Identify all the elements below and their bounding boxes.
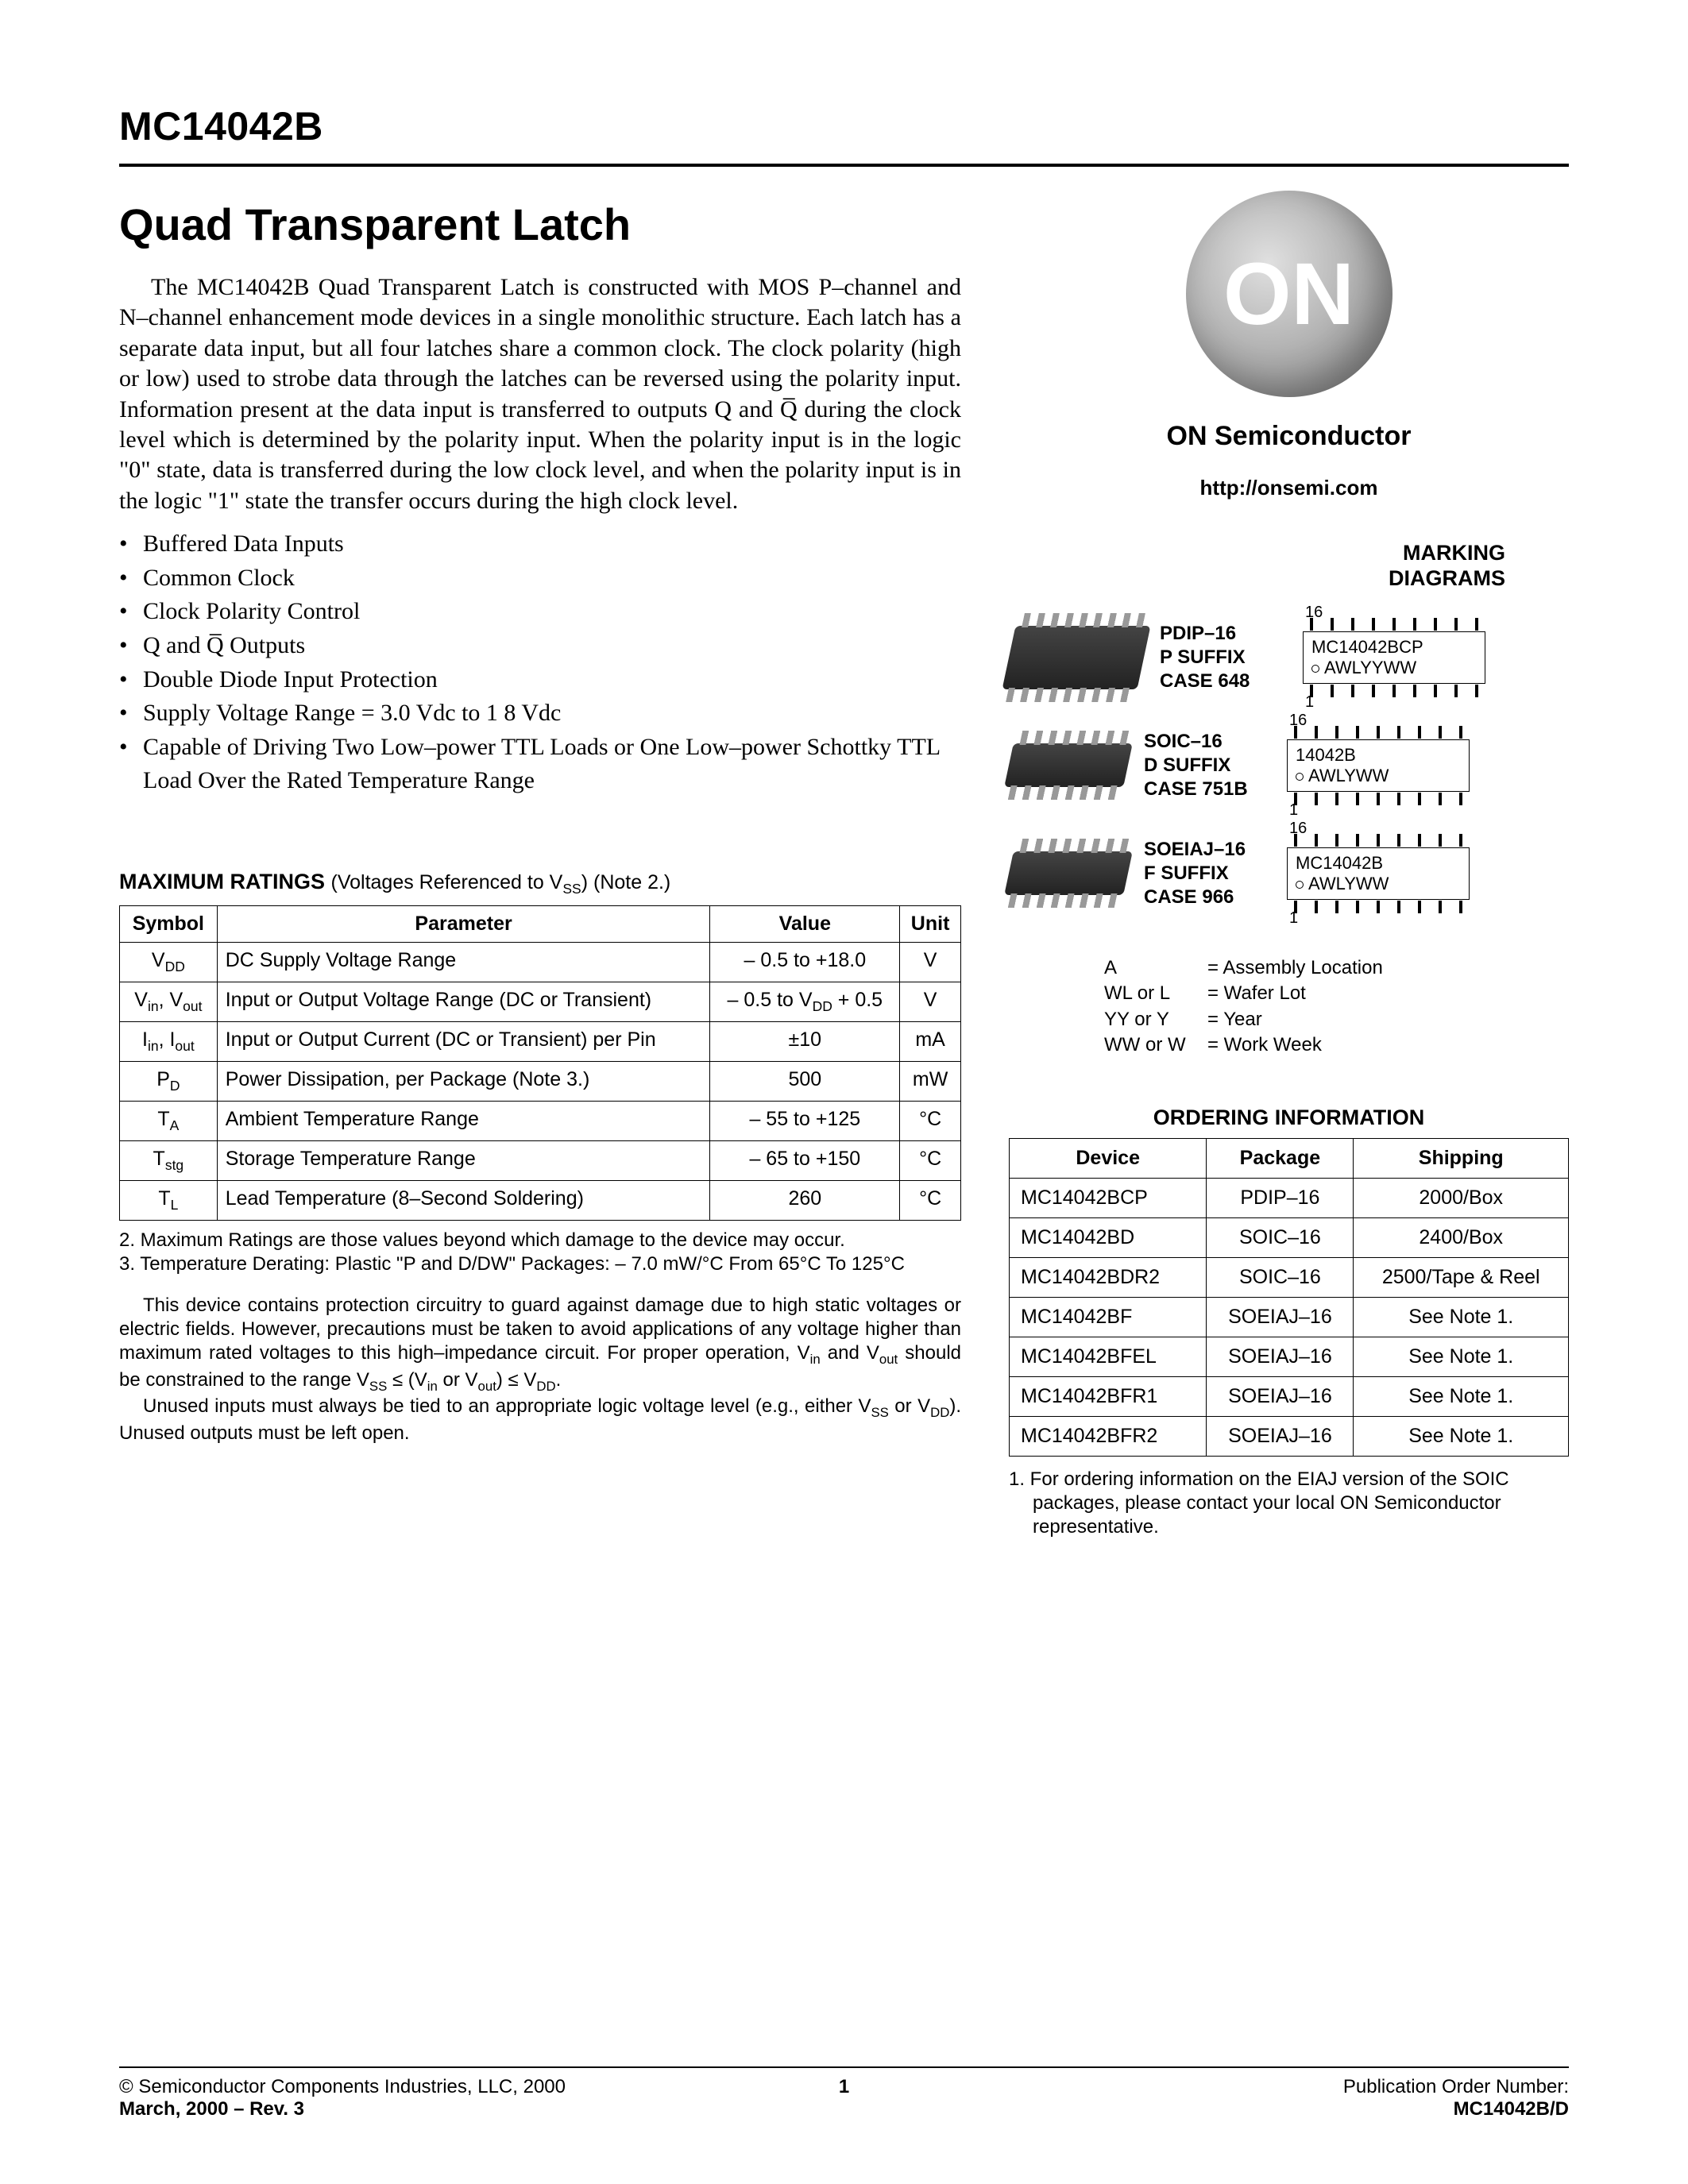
note-3: 3. Temperature Derating: Plastic "P and … [119,1252,961,1276]
col-symbol: Symbol [120,905,218,942]
col-package: Package [1207,1139,1354,1179]
package-row: SOIC–16D SUFFIXCASE 751B 16 14042B AWLYW… [1009,723,1569,808]
legend-row: YY or Y= Year [1104,1007,1569,1032]
legend-row: WW or W= Work Week [1104,1032,1569,1058]
table-row: MC14042BCPPDIP–162000/Box [1010,1179,1569,1218]
feature-item: Common Clock [119,561,961,596]
divider [119,164,1569,167]
intro-paragraph: The MC14042B Quad Transparent Latch is c… [119,272,961,516]
col-parameter: Parameter [217,905,710,942]
feature-item: Capable of Driving Two Low–power TTL Loa… [119,731,961,798]
footer-left: © Semiconductor Components Industries, L… [119,2076,566,2120]
package-row: PDIP–16P SUFFIXCASE 648 16 MC14042BCP AW… [1009,615,1569,700]
feature-item: Supply Voltage Range = 3.0 Vdc to 1 8 Vd… [119,696,961,731]
table-row: TstgStorage Temperature Range– 65 to +15… [120,1140,961,1180]
package-row: SOEIAJ–16F SUFFIXCASE 966 16 MC14042B AW… [1009,832,1569,916]
left-column: Quad Transparent Latch The MC14042B Quad… [119,199,961,1539]
package-label: SOEIAJ–16F SUFFIXCASE 966 [1144,838,1271,909]
marking-box: 16 MC14042B AWLYWW 1 [1287,847,1470,900]
right-column: ON ON Semiconductor http://onsemi.com MA… [1009,199,1569,1539]
max-ratings-heading: MAXIMUM RATINGS (Voltages Referenced to … [119,870,961,897]
table-row: TAAmbient Temperature Range– 55 to +125°… [120,1101,961,1140]
package-label: PDIP–16P SUFFIXCASE 648 [1160,622,1287,693]
table-row: TLLead Temperature (8–Second Soldering)2… [120,1180,961,1220]
ordering-table: Device Package Shipping MC14042BCPPDIP–1… [1009,1138,1569,1457]
part-number: MC14042B [119,103,1569,149]
on-logo: ON [1186,191,1393,397]
marking-box: 16 MC14042BCP AWLYYWW 1 [1303,631,1485,684]
table-row: MC14042BDSOIC–162400/Box [1010,1218,1569,1258]
feature-item: Double Diode Input Protection [119,663,961,697]
footer-right: Publication Order Number: MC14042B/D [1343,2076,1569,2120]
ratings-notes: 2. Maximum Ratings are those values beyo… [119,1229,961,1276]
page-title: Quad Transparent Latch [119,199,961,250]
chip-icon [1004,851,1133,895]
package-label: SOIC–16D SUFFIXCASE 751B [1144,730,1271,801]
col-shipping: Shipping [1354,1139,1569,1179]
table-row: VDDDC Supply Voltage Range– 0.5 to +18.0… [120,942,961,982]
feature-list: Buffered Data Inputs Common Clock Clock … [119,527,961,798]
marking-box: 16 14042B AWLYWW 1 [1287,739,1470,792]
table-row: MC14042BFR2SOEIAJ–16See Note 1. [1010,1417,1569,1457]
legend-row: A= Assembly Location [1104,955,1569,981]
table-row: MC14042BDR2SOIC–162500/Tape & Reel [1010,1258,1569,1298]
col-value: Value [710,905,900,942]
ordering-heading: ORDERING INFORMATION [1009,1106,1569,1130]
table-row: MC14042BFELSOEIAJ–16See Note 1. [1010,1337,1569,1377]
table-row: PDPower Dissipation, per Package (Note 3… [120,1061,961,1101]
table-row: MC14042BFR1SOEIAJ–16See Note 1. [1010,1377,1569,1417]
protection-p1: This device contains protection circuitr… [119,1294,961,1395]
page-footer: © Semiconductor Components Industries, L… [119,2066,1569,2120]
col-device: Device [1010,1139,1207,1179]
feature-item: Buffered Data Inputs [119,527,961,561]
table-row: Iin, IoutInput or Output Current (DC or … [120,1021,961,1061]
note-2: 2. Maximum Ratings are those values beyo… [119,1229,961,1252]
brand-name: ON Semiconductor [1009,421,1569,452]
col-unit: Unit [900,905,961,942]
chip-icon [1002,626,1150,689]
page-number: 1 [839,2076,849,2098]
protection-text: This device contains protection circuitr… [119,1294,961,1445]
legend-row: WL or L= Wafer Lot [1104,981,1569,1006]
ordering-note: 1. For ordering information on the EIAJ … [1009,1468,1569,1539]
table-row: Vin, VoutInput or Output Voltage Range (… [120,982,961,1021]
table-row: MC14042BFSOEIAJ–16See Note 1. [1010,1298,1569,1337]
feature-item: Clock Polarity Control [119,595,961,629]
brand-url[interactable]: http://onsemi.com [1009,476,1569,500]
marking-legend: A= Assembly LocationWL or L= Wafer LotYY… [1104,955,1569,1059]
marking-heading: MARKINGDIAGRAMS [1009,540,1569,592]
max-ratings-table: Symbol Parameter Value Unit VDDDC Supply… [119,905,961,1221]
feature-item: Q and Q̅ Outputs [119,629,961,663]
chip-icon [1004,743,1133,787]
protection-p2: Unused inputs must always be tied to an … [119,1395,961,1445]
